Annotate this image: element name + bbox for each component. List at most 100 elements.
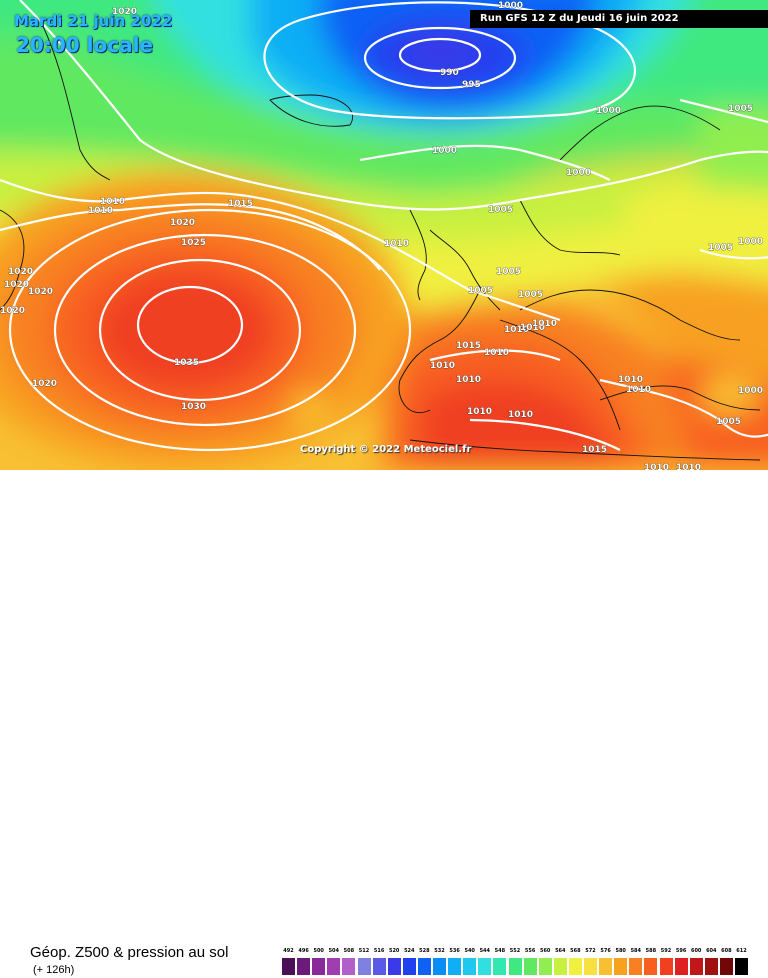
- isobar-label: 1025: [181, 238, 206, 248]
- isobar-label: 1010: [430, 361, 455, 371]
- legend-color-swatch: [584, 958, 597, 975]
- geopotential-map-svg: 1000 1020 990 995 1000 1005 1000 1000 10…: [0, 0, 768, 470]
- isobar-label: 1010: [484, 348, 509, 358]
- isobar-995: [363, 26, 517, 90]
- isobar-label: 995: [462, 80, 481, 90]
- legend-color-swatch: [493, 958, 507, 975]
- legend-tick-label: 600: [690, 948, 702, 954]
- z500-color-field: [0, 0, 768, 470]
- isobar-label: 1020: [170, 218, 195, 228]
- isobar-label: 1000: [596, 106, 621, 116]
- isobar-label: 1010: [644, 463, 669, 470]
- isobar-label: 1005: [518, 290, 543, 300]
- legend-tick-label: 608: [721, 948, 732, 954]
- isobar-1035: [136, 285, 244, 365]
- legend-color-swatch: [674, 958, 688, 975]
- isobar-label: 1020: [0, 306, 25, 316]
- legend-color-swatch: [387, 958, 401, 975]
- legend-tick-label: 504: [328, 948, 340, 954]
- legend-tick-label: 532: [434, 948, 445, 954]
- isobar-1025: [53, 233, 357, 427]
- isobar-1000-north: [263, 1, 636, 120]
- legend-tick-label: 540: [464, 948, 475, 954]
- isobar-label: 1030: [181, 402, 206, 412]
- legend-color-swatch: [614, 958, 628, 975]
- isobar-label: 1010: [384, 239, 409, 249]
- legend-tick-label: 520: [388, 948, 400, 954]
- isobar-1020: [8, 208, 412, 452]
- isobar-label: 1010: [456, 375, 481, 385]
- legend-tick-label: 576: [600, 948, 611, 954]
- legend-tick-label: 536: [449, 948, 460, 954]
- model-run-label: Run GFS 12 Z du Jeudi 16 juin 2022: [470, 10, 768, 28]
- isobar-1010-south: [469, 418, 621, 451]
- legend-color-swatch: [508, 958, 522, 975]
- parameter-title: Géop. Z500 & pression au sol: [30, 944, 229, 961]
- isobar-label: 1000: [566, 168, 591, 178]
- isobar-990: [398, 37, 482, 73]
- isobar-label: 1020: [112, 7, 137, 17]
- forecast-local-time: 20:00 locale: [16, 33, 153, 57]
- legend-color-swatch: [553, 958, 567, 975]
- isobar-1000-e: [699, 248, 768, 260]
- legend-color-swatch: [342, 958, 356, 975]
- legend-tick-label: 500: [313, 948, 324, 954]
- isobar-label: 1010: [88, 206, 113, 216]
- legend-tick-label: 552: [509, 948, 521, 954]
- isobar-1010-med: [429, 349, 561, 362]
- isobar-label: 1015: [582, 445, 607, 455]
- legend-tick-label: 492: [283, 948, 294, 954]
- isobar-label: 1000: [738, 237, 763, 247]
- isobar-1010-se: [599, 378, 768, 438]
- isobar-label: 1010: [626, 385, 651, 395]
- legend-tick-label: 604: [706, 948, 717, 954]
- isobar-label: 1005: [488, 205, 513, 215]
- isobar-label: 1005: [496, 267, 521, 277]
- legend-color-swatch: [463, 958, 477, 975]
- isobar-label: 1010: [520, 323, 545, 333]
- legend-color-swatch: [282, 958, 295, 975]
- legend-color-swatch: [629, 958, 643, 975]
- legend-color-swatch: [312, 958, 326, 975]
- legend-color-swatch: [297, 958, 311, 975]
- isobar-label: 1010: [467, 407, 492, 417]
- legend-tick-label: 544: [479, 948, 491, 954]
- legend-color-swatch: [523, 958, 537, 975]
- isobar-label: 1000: [432, 146, 457, 156]
- legend-tick-label: 572: [585, 948, 596, 954]
- isobar-label: 1020: [4, 280, 29, 290]
- legend-color-swatch: [644, 958, 658, 975]
- legend-color-swatch: [568, 958, 582, 975]
- legend-color-swatch: [433, 958, 446, 975]
- isobar-1005-ne: [679, 98, 768, 124]
- isobars: [0, 0, 768, 452]
- legend-tick-label: 564: [555, 948, 566, 954]
- legend-color-swatch: [599, 958, 613, 975]
- legend-color-swatch: [689, 958, 703, 975]
- map-footer: Géop. Z500 & pression au sol (+ 126h) 49…: [0, 470, 768, 976]
- legend-tick-label: 568: [570, 948, 581, 954]
- isobar-label: 1000: [498, 1, 523, 11]
- isobar-label: 1010: [508, 410, 533, 420]
- coastlines: [0, 19, 761, 461]
- legend-tick-label: 548: [494, 948, 506, 954]
- legend-color-swatch: [402, 958, 416, 975]
- isobar-label: 1010: [100, 197, 125, 207]
- legend-tick-label: 512: [358, 948, 370, 954]
- legend-color-swatch: [538, 958, 552, 975]
- isobar-label: 1010: [504, 325, 529, 335]
- legend-color-swatch: [704, 958, 718, 975]
- isobar-label: 1010: [618, 375, 643, 385]
- weather-map: 1000 1020 990 995 1000 1005 1000 1000 10…: [0, 0, 768, 470]
- legend-tick-label: 588: [645, 948, 657, 954]
- legend-color-swatch: [478, 958, 492, 975]
- isobar-label: 1020: [8, 267, 33, 277]
- legend-tick-label: 508: [343, 948, 355, 954]
- isobar-label: 1005: [728, 104, 753, 114]
- isobar-label: 1005: [468, 286, 493, 296]
- legend-tick-label: 584: [630, 948, 642, 954]
- isobar-label: 1015: [228, 199, 253, 209]
- isobar-label: 1000: [738, 386, 763, 396]
- copyright-notice: Copyright © 2022 Meteociel.fr: [300, 444, 472, 455]
- legend-color-swatch: [327, 958, 341, 975]
